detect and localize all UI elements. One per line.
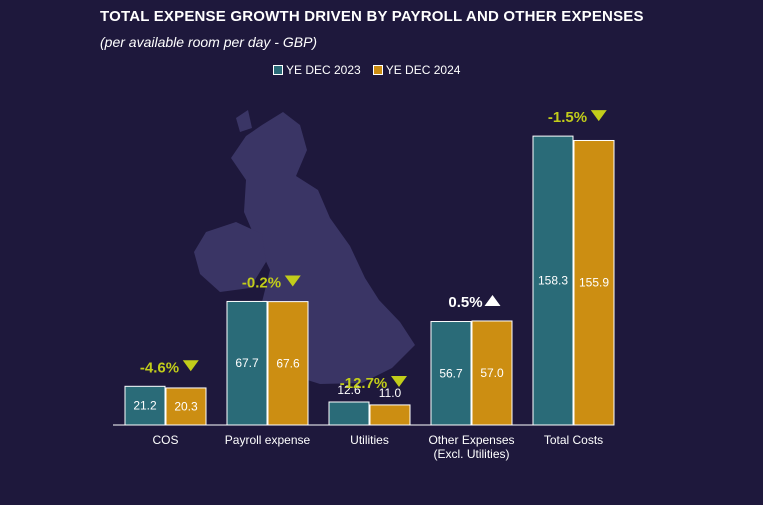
bar-0-1 [226, 300, 268, 426]
category-labels: COS Payroll expense Utilities Other Expense… [152, 433, 603, 461]
change-label-2: -12.7% [340, 375, 388, 392]
category-label-4-0: Total Costs [544, 433, 603, 447]
chart-title: TOTAL EXPENSE GROWTH DRIVEN BY PAYROLL A… [100, 8, 644, 25]
bar-1-2 [369, 404, 411, 426]
change-label-3: 0.5% [448, 294, 482, 311]
bar-0-3 [430, 321, 472, 426]
legend-item-2023: YE DEC 2023 [273, 63, 361, 77]
bar-value-labels: 21.2 20.3 67.7 67.6 12.6 11.0 56.7 57.0 158.3 155… [133, 274, 609, 414]
bar-1-1 [267, 301, 309, 426]
bar-0-4 [532, 135, 574, 426]
bar-value-label-1-1: 67.6 [276, 356, 300, 370]
bar-1-0 [165, 387, 207, 426]
legend-item-2024: YE DEC 2024 [372, 63, 461, 77]
legend: YE DEC 2023 YE DEC 2024 [273, 63, 460, 77]
bar-1-3 [471, 320, 513, 426]
change-label-1: -0.2% [242, 274, 281, 291]
triangle-down-icon-4 [590, 110, 607, 122]
chart-subtitle: (per available room per day - GBP) [100, 34, 318, 50]
category-label-3-0: Other Expenses [428, 433, 514, 447]
change-indicators: -4.6% -0.2% -12.7% 0.5% -1.5% [140, 109, 607, 392]
triangle-down-icon-1 [284, 275, 301, 287]
category-label-3-1: (Excl. Utilities) [433, 447, 509, 461]
category-label-0-0: COS [152, 433, 178, 447]
legend-label-2023: YE DEC 2023 [286, 63, 361, 77]
triangle-down-icon-0 [182, 360, 199, 372]
bar-1-4 [573, 139, 615, 426]
bar-value-label-0-4: 158.3 [538, 274, 568, 288]
bar-value-label-0-1: 67.7 [235, 356, 259, 370]
bar-value-label-1-2: 11.0 [379, 386, 402, 400]
category-label-1-0: Payroll expense [225, 433, 311, 447]
bar-0-0 [124, 385, 166, 426]
triangle-up-icon-3 [484, 294, 501, 306]
change-label-4: -1.5% [548, 109, 587, 126]
bar-value-label-0-0: 21.2 [133, 399, 157, 413]
change-label-0: -4.6% [140, 359, 179, 376]
bar-value-label-1-4: 155.9 [579, 276, 609, 290]
category-label-2-0: Utilities [350, 433, 389, 447]
legend-swatch-2023 [273, 65, 283, 75]
bar-value-label-0-3: 56.7 [439, 366, 463, 380]
bar-0-2 [328, 401, 370, 426]
bar-value-label-1-3: 57.0 [480, 366, 504, 380]
bar-value-label-1-0: 20.3 [174, 399, 198, 413]
bars-group [124, 135, 615, 426]
legend-swatch-2024 [372, 65, 383, 75]
bar-value-label-0-2: 12.6 [337, 383, 361, 397]
triangle-down-icon-2 [391, 376, 407, 388]
legend-label-2024: YE DEC 2024 [385, 63, 461, 77]
